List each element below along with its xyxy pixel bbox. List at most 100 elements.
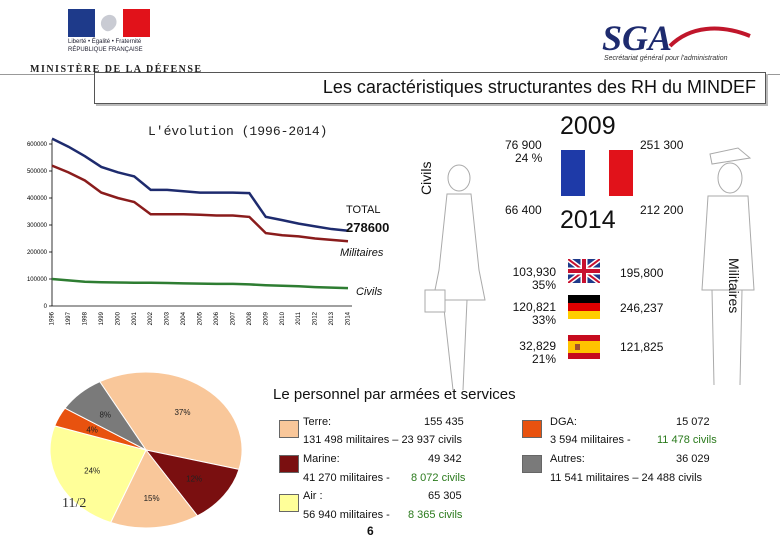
sga-logo-text: SGA (602, 18, 672, 58)
y-tick-label: 100000 (27, 277, 48, 283)
x-tick-label: 2008 (247, 311, 253, 325)
terre-label: Terre: (303, 416, 332, 428)
germany-flag (568, 295, 600, 319)
militaires-2014: 212 200 (640, 203, 684, 217)
germany-militaires: 246,237 (620, 301, 664, 315)
pie-slice-label: 8% (99, 411, 111, 420)
pie-slice-label: 4% (86, 425, 98, 434)
total-label: TOTAL (346, 204, 381, 216)
year-2009: 2009 (560, 112, 616, 140)
x-tick-label: 2005 (198, 311, 204, 325)
legend-title: Le personnel par armées et services (273, 386, 516, 403)
pie-slice-1 (144, 449, 240, 517)
germany-civils: 120,821 33% (512, 300, 556, 327)
civils-2009: 76 900 (505, 138, 542, 152)
pie-slice-label: 37% (174, 408, 190, 417)
pie-slice-0 (99, 371, 243, 470)
republique-francaise-text: Liberté • Égalité • Fraternité RÉPUBLIQU… (68, 39, 143, 53)
dga-label: DGA: (550, 416, 577, 428)
military-man-illustration (701, 147, 755, 386)
uk-civils: 103,930 35% (512, 265, 556, 292)
dga-total: 15 072 (676, 416, 710, 428)
civilian-woman-illustration (424, 164, 486, 391)
france-flag (561, 150, 633, 196)
air-civ: 8 365 civils (408, 509, 463, 521)
marianne-logo (68, 9, 150, 37)
page-title: Les caractéristiques structurantes des R… (322, 77, 756, 97)
x-tick-label: 2012 (313, 311, 319, 325)
x-tick-label: 1996 (50, 311, 56, 325)
y-tick-label: 300000 (27, 223, 48, 229)
autres-detail: 11 541 militaires – 24 488 civils (550, 472, 703, 484)
x-tick-label: 2004 (181, 311, 187, 325)
x-tick-label: 2001 (132, 311, 138, 325)
spain-militaires: 121,825 (620, 340, 664, 354)
dga-civ: 11 478 civils (657, 434, 717, 446)
chart-subtitle: L'évolution (1996-2014) (148, 124, 328, 139)
marine-label: Marine: (303, 453, 340, 465)
page-number: 6 (367, 524, 374, 538)
marine-mil: 41 270 militaires - (303, 472, 390, 484)
series-line-total (51, 137, 349, 233)
civils-pct-2009: 24 % (515, 151, 543, 165)
civils-label: Civils (356, 286, 383, 298)
marine-civ: 8 072 civils (411, 472, 466, 484)
x-tick-label: 2002 (148, 311, 154, 325)
x-tick-label: 2010 (280, 311, 286, 325)
x-tick-label: 2009 (263, 311, 269, 325)
pie-slice-3 (49, 425, 147, 524)
autres-swatch (522, 455, 542, 473)
x-tick-label: 2006 (214, 311, 220, 325)
marine-swatch (279, 455, 299, 473)
spain-civils: 32,829 21% (519, 339, 556, 366)
sga-logo: SGA (602, 18, 751, 58)
militaires-label: Militaires (340, 247, 384, 259)
dga-swatch (522, 420, 542, 438)
marine-total: 49 342 (428, 453, 462, 465)
title-box (94, 72, 766, 104)
pie-slice-5 (64, 381, 147, 451)
x-tick-label: 2011 (296, 311, 302, 325)
series-line-militaires (51, 164, 349, 243)
personnel-pie-chart: 37% 12% 15% 24% 4%8% (49, 371, 243, 528)
civils-2014: 66 400 (505, 203, 542, 217)
civils-vertical-label: Civils (418, 161, 434, 195)
terre-detail: 131 498 militaires – 23 937 civils (303, 434, 462, 446)
evolution-line-chart: 0 100000 200000 300000 400000 500000 600000 199… (27, 137, 352, 325)
uk-flag (568, 259, 600, 283)
pie-slice-label: 15% (144, 494, 160, 503)
x-tick-label: 1999 (99, 311, 105, 325)
militaires-2009: 251 300 (640, 138, 684, 152)
total-value: 278600 (346, 220, 390, 235)
sga-subtitle: Secrétariat général pour l'administratio… (604, 55, 728, 62)
x-tick-label: 2003 (165, 311, 171, 325)
y-tick-label: 0 (44, 304, 48, 310)
air-total: 65 305 (428, 490, 462, 502)
air-mil: 56 940 militaires - (303, 509, 390, 521)
dga-mil: 3 594 militaires - (550, 434, 631, 446)
x-tick-label: 2000 (115, 311, 121, 325)
x-tick-label: 2013 (329, 311, 335, 325)
y-tick-label: 500000 (27, 169, 48, 175)
x-tick-label: 2007 (230, 311, 236, 325)
x-tick-label: 1997 (66, 311, 72, 325)
air-swatch (279, 494, 299, 512)
terre-total: 155 435 (424, 416, 464, 428)
y-tick-label: 600000 (27, 142, 48, 148)
pie-slice-2 (109, 449, 199, 528)
pie-slice-label: 24% (84, 467, 100, 476)
militaires-vertical-label: Militaires (726, 258, 742, 314)
ministry-name: MINISTÈRE DE LA DÉFENSE (30, 64, 203, 75)
x-tick-label: 1998 (82, 311, 88, 325)
x-tick-label: 2014 (346, 311, 352, 325)
pie-slice-label: 12% (186, 474, 202, 483)
series-line-civils (51, 277, 349, 290)
date-fragment: 11/2 (62, 496, 87, 511)
uk-militaires: 195,800 (620, 266, 664, 280)
terre-swatch (279, 420, 299, 438)
year-2014: 2014 (560, 206, 616, 234)
air-label: Air : (303, 490, 323, 502)
y-tick-label: 200000 (27, 250, 48, 256)
autres-label: Autres: (550, 453, 585, 465)
y-tick-label: 400000 (27, 196, 48, 202)
